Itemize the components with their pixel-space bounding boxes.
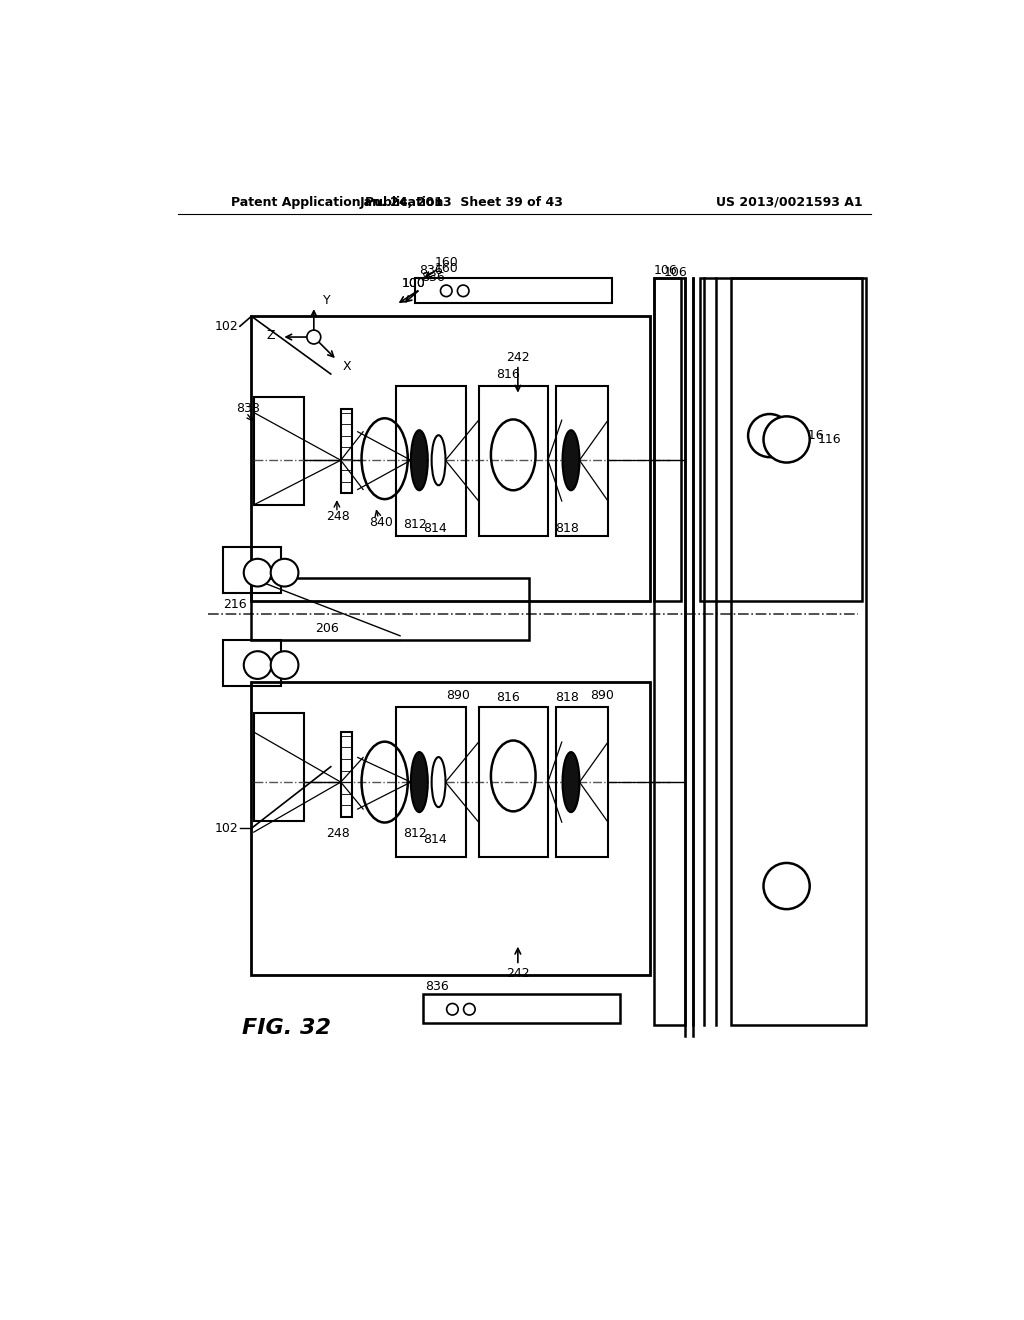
Text: 106: 106 [654,264,678,277]
Ellipse shape [411,752,428,812]
Bar [416,277,611,304]
Text: 242: 242 [506,351,529,363]
Text: 242: 242 [506,966,529,979]
Bar [341,733,351,817]
Bar [223,640,281,686]
Text: US 2013/0021593 A1: US 2013/0021593 A1 [716,195,862,209]
Circle shape [764,863,810,909]
Text: 106: 106 [665,265,688,279]
Text: 116: 116 [801,429,824,442]
Text: 840: 840 [369,516,393,529]
Circle shape [764,416,810,462]
Ellipse shape [432,436,445,486]
Bar [654,277,685,1024]
Circle shape [270,651,298,678]
Text: 814: 814 [423,521,446,535]
Text: 816: 816 [496,690,520,704]
Bar [556,385,608,536]
Text: 100: 100 [401,277,426,290]
Ellipse shape [411,430,428,490]
Circle shape [270,558,298,586]
Bar [396,706,466,857]
Bar [252,317,650,601]
Text: 890: 890 [446,689,470,702]
Text: 818: 818 [555,690,580,704]
Text: Y: Y [323,293,331,306]
Bar [252,578,528,640]
Text: 116: 116 [817,433,841,446]
Bar [731,277,866,1024]
Circle shape [307,330,321,345]
Text: 836: 836 [425,979,450,993]
Text: 816: 816 [496,367,520,380]
Bar [654,277,681,601]
Circle shape [464,1003,475,1015]
Text: 814: 814 [423,833,446,846]
Circle shape [440,285,452,297]
Text: 160: 160 [435,256,459,269]
Circle shape [244,558,271,586]
Bar [254,397,304,506]
Text: 248: 248 [327,510,350,523]
Text: 812: 812 [403,517,427,531]
Circle shape [458,285,469,297]
Text: 836: 836 [419,264,443,277]
Ellipse shape [432,758,445,807]
Text: 818: 818 [555,521,580,535]
Text: 890: 890 [590,689,614,702]
Circle shape [446,1003,458,1015]
Circle shape [244,651,271,678]
Text: 160: 160 [435,261,459,275]
Bar [700,277,862,601]
Ellipse shape [562,752,580,812]
Text: Jan. 24, 2013  Sheet 39 of 43: Jan. 24, 2013 Sheet 39 of 43 [359,195,563,209]
Text: 216: 216 [223,598,247,611]
Bar [254,713,304,821]
Text: Z: Z [267,329,275,342]
Bar [478,706,548,857]
Circle shape [749,414,792,457]
Bar [223,548,281,594]
Text: 100: 100 [401,277,426,290]
Bar [341,409,351,494]
Ellipse shape [562,430,580,490]
Text: Patent Application Publication: Patent Application Publication [230,195,443,209]
Text: X: X [343,360,351,372]
Bar [556,706,608,857]
Bar [396,385,466,536]
Bar [252,682,650,974]
Text: 102: 102 [215,822,239,834]
Text: 248: 248 [327,828,350,841]
Text: 206: 206 [315,622,339,635]
Text: 838: 838 [237,403,260,416]
Bar [478,385,548,536]
Text: 812: 812 [403,828,427,841]
Text: 102: 102 [215,319,239,333]
Text: 836: 836 [422,271,445,284]
Bar [423,994,620,1023]
Text: FIG. 32: FIG. 32 [243,1019,331,1039]
